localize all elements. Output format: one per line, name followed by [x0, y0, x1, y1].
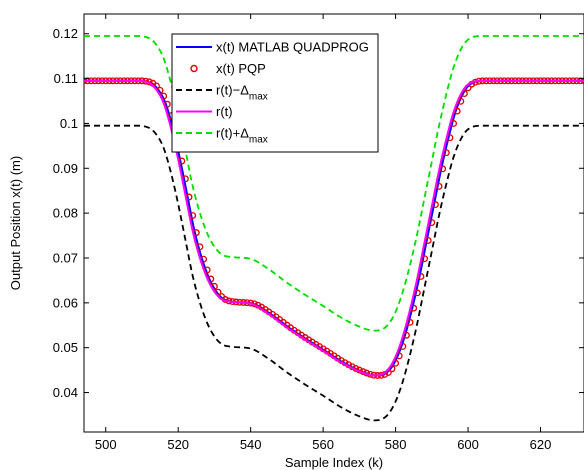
legend-item-pqp: x(t) PQP — [190, 61, 266, 76]
y-tick-label: 0.1 — [60, 116, 78, 131]
y-tick-label: 0.05 — [53, 340, 78, 355]
series-reference — [84, 79, 584, 377]
y-axis-label: Output Position x(t) (m) — [8, 156, 23, 290]
legend-label: x(t) MATLAB QUADPROG — [216, 40, 369, 55]
legend-item-reference: r(t) — [176, 104, 233, 119]
legend-label: r(t)−Δmax — [216, 83, 268, 103]
y-tick-label: 0.09 — [53, 161, 78, 176]
x-tick-label: 560 — [312, 437, 334, 452]
legend-label: r(t)+Δmax — [216, 126, 268, 146]
legend-item-lower: r(t)−Δmax — [176, 83, 268, 103]
legend-label: r(t) — [216, 104, 233, 119]
x-tick-label: 580 — [385, 437, 407, 452]
ticks-layer: 500 520 540 560 580 600 620 0.04 0.05 0.06 0.07 0.0… — [53, 14, 584, 452]
x-tick-label: 540 — [240, 437, 262, 452]
series-upper-bound — [84, 35, 584, 332]
legend-item-upper: r(t)+Δmax — [176, 126, 268, 146]
x-tick-label: 620 — [530, 437, 552, 452]
x-tick-label: 600 — [457, 437, 479, 452]
series-lower-bound — [84, 124, 584, 422]
y-tick-label: 0.08 — [53, 206, 78, 221]
legend-label: x(t) PQP — [216, 61, 266, 76]
x-axis-label: Sample Index (k) — [285, 455, 383, 470]
x-tick-label: 520 — [167, 437, 189, 452]
labels-layer: Sample Index (k) Output Position x(t) (m… — [8, 156, 383, 470]
legend-swatch — [190, 64, 198, 73]
x-tick-label: 500 — [95, 437, 117, 452]
y-tick-label: 0.12 — [53, 26, 78, 41]
y-tick-label: 0.06 — [53, 295, 78, 310]
legend-item-quadprog: x(t) MATLAB QUADPROG — [176, 40, 369, 55]
y-tick-label: 0.07 — [53, 250, 78, 265]
series-layer — [84, 35, 584, 422]
y-tick-label: 0.11 — [54, 71, 78, 86]
y-tick-label: 0.04 — [53, 385, 78, 400]
